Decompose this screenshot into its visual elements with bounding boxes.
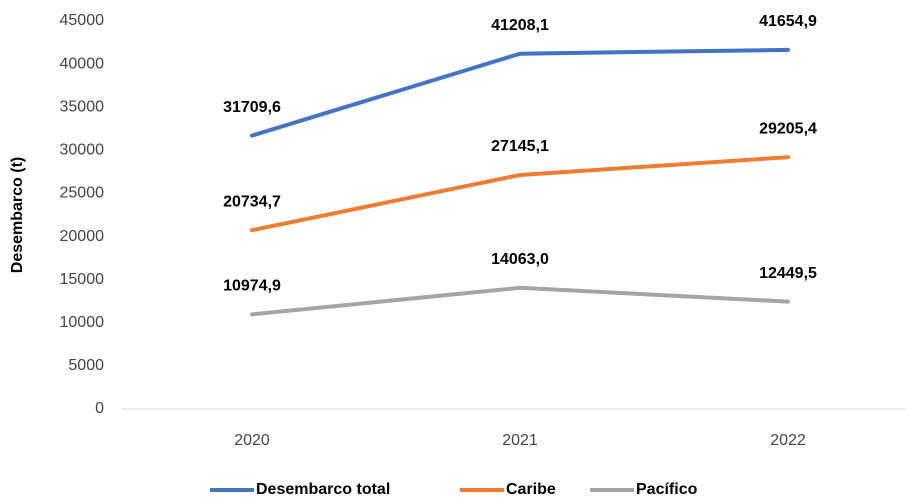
y-tick-label: 20000 xyxy=(60,228,105,245)
y-tick-label: 25000 xyxy=(60,185,105,202)
y-tick-label: 45000 xyxy=(60,12,105,29)
data-label: 20734,7 xyxy=(223,193,281,210)
y-tick-label: 10000 xyxy=(60,314,105,331)
data-label: 31709,6 xyxy=(223,99,281,116)
y-tick-label: 0 xyxy=(95,400,104,417)
data-label: 14063,0 xyxy=(491,251,549,268)
legend-label: Caribe xyxy=(506,481,556,498)
legend-label: Pacífico xyxy=(636,481,698,498)
legend-label: Desembarco total xyxy=(256,481,390,498)
data-label: 29205,4 xyxy=(759,120,817,137)
series-line xyxy=(250,155,790,233)
y-tick-label: 15000 xyxy=(60,271,105,288)
y-tick-label: 30000 xyxy=(60,142,105,159)
data-label: 41208,1 xyxy=(491,17,549,34)
x-tick-label: 2022 xyxy=(770,432,806,449)
data-label: 27145,1 xyxy=(491,138,549,155)
y-tick-label: 35000 xyxy=(60,98,105,115)
y-tick-label: 5000 xyxy=(68,357,104,374)
y-tick-label: 40000 xyxy=(60,55,105,72)
series-line xyxy=(250,285,790,317)
data-label: 12449,5 xyxy=(759,265,817,282)
series-line xyxy=(250,47,790,138)
data-label: 10974,9 xyxy=(223,278,281,295)
x-tick-label: 2021 xyxy=(502,432,538,449)
data-label: 41654,9 xyxy=(759,13,817,30)
y-axis-title: Desembarco (t) xyxy=(9,157,26,273)
x-tick-label: 2020 xyxy=(234,432,270,449)
